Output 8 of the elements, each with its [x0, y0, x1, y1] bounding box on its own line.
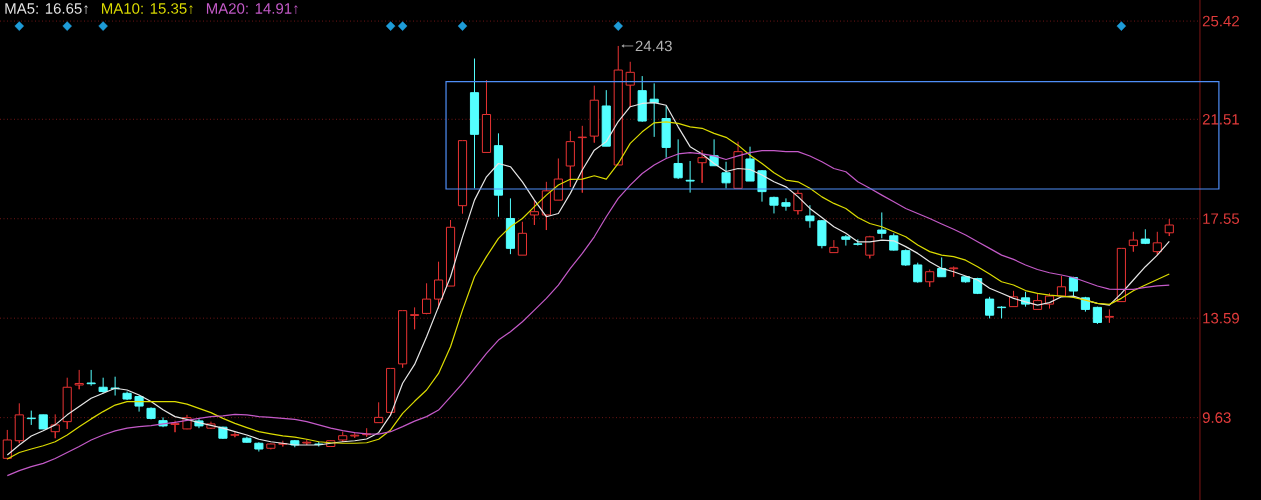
y-tick-label: 13.59 — [1203, 312, 1239, 324]
annotation: 24.43 — [635, 40, 672, 52]
y-tick-label: 9.63 — [1202, 412, 1231, 423]
text: MA10: 15.35↑ — [102, 3, 193, 15]
y-tick-label: 25.42 — [1202, 15, 1239, 27]
text: MA5: 16.65↑ — [5, 3, 88, 15]
text: MA20: 14.91↑ — [206, 3, 298, 15]
y-tick-label: 17.55 — [1203, 213, 1240, 224]
